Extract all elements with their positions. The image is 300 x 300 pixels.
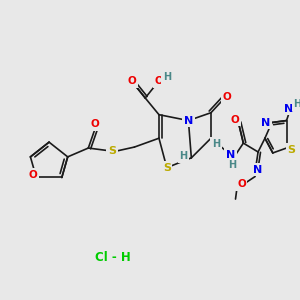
Text: O: O <box>29 169 38 179</box>
Text: O: O <box>91 119 100 130</box>
Text: N: N <box>254 165 263 175</box>
Text: H: H <box>229 160 237 170</box>
Text: O: O <box>230 115 239 124</box>
Text: O: O <box>154 76 163 86</box>
Text: Cl - H: Cl - H <box>95 251 131 264</box>
Text: S: S <box>108 146 116 156</box>
Text: N: N <box>226 150 235 160</box>
Text: N: N <box>284 104 293 114</box>
Text: S: S <box>287 145 296 155</box>
Text: O: O <box>222 92 231 102</box>
Text: S: S <box>163 163 171 173</box>
Text: O: O <box>237 179 246 189</box>
Text: O: O <box>127 76 136 86</box>
Text: H: H <box>179 151 188 161</box>
Text: H: H <box>293 99 300 109</box>
Text: H: H <box>163 72 171 82</box>
Text: N: N <box>261 118 271 128</box>
Text: H: H <box>212 139 220 149</box>
Text: N: N <box>184 116 193 126</box>
